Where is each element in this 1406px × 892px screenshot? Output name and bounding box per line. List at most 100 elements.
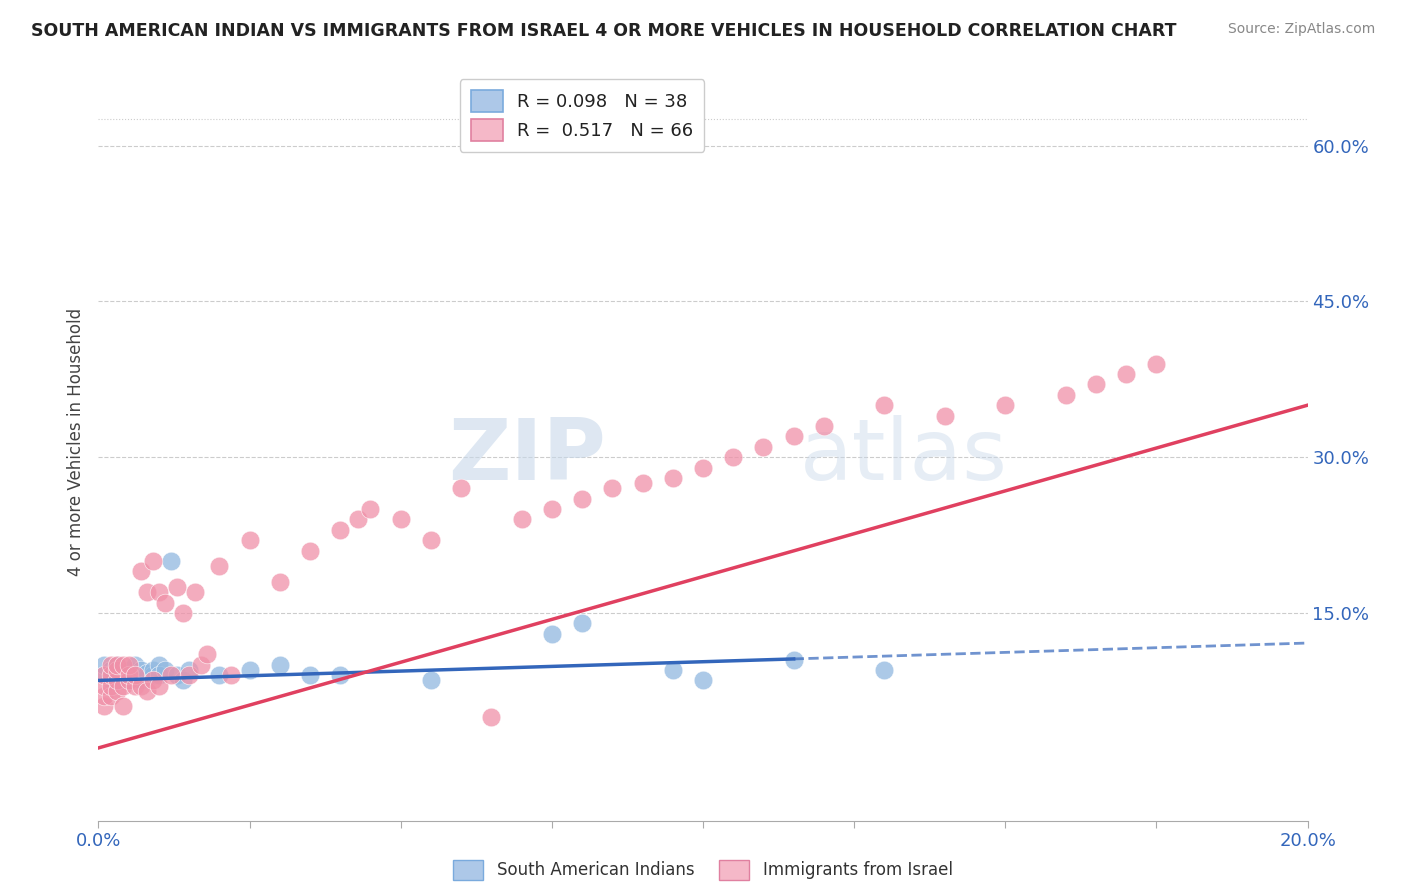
Point: [420, 673, 443, 688]
Point: [124, 668, 146, 682]
Point: [135, 670, 157, 684]
Point: [1115, 367, 1137, 381]
Point: [118, 668, 141, 682]
Point: [100, 657, 122, 672]
Point: [873, 398, 896, 412]
Point: [179, 663, 201, 677]
Point: [602, 481, 624, 495]
Point: [389, 512, 412, 526]
Point: [239, 533, 262, 548]
Point: [239, 663, 262, 677]
Point: [179, 668, 201, 682]
Point: [93, 679, 115, 693]
Y-axis label: 4 or more Vehicles in Household: 4 or more Vehicles in Household: [66, 308, 84, 575]
Point: [631, 476, 654, 491]
Point: [783, 653, 806, 667]
Point: [195, 648, 218, 662]
Point: [723, 450, 745, 464]
Point: [661, 471, 683, 485]
Point: [269, 574, 291, 589]
Text: Source: ZipAtlas.com: Source: ZipAtlas.com: [1227, 22, 1375, 37]
Point: [142, 668, 165, 682]
Point: [111, 668, 134, 682]
Point: [142, 673, 165, 688]
Point: [481, 710, 503, 724]
Point: [105, 668, 128, 682]
Text: ZIP: ZIP: [449, 415, 606, 499]
Point: [93, 668, 115, 682]
Point: [105, 657, 128, 672]
Point: [111, 699, 134, 714]
Point: [153, 595, 176, 609]
Point: [100, 689, 122, 703]
Point: [118, 673, 141, 688]
Point: [813, 419, 835, 434]
Point: [148, 585, 170, 599]
Point: [111, 679, 134, 693]
Point: [221, 668, 243, 682]
Point: [347, 512, 370, 526]
Point: [540, 502, 562, 516]
Point: [934, 409, 956, 423]
Point: [661, 663, 683, 677]
Point: [118, 663, 141, 677]
Point: [100, 679, 122, 693]
Point: [269, 657, 291, 672]
Point: [93, 657, 115, 672]
Point: [692, 460, 714, 475]
Point: [153, 663, 176, 677]
Point: [111, 657, 134, 672]
Point: [160, 668, 183, 682]
Point: [148, 657, 170, 672]
Point: [129, 673, 152, 688]
Text: SOUTH AMERICAN INDIAN VS IMMIGRANTS FROM ISRAEL 4 OR MORE VEHICLES IN HOUSEHOLD : SOUTH AMERICAN INDIAN VS IMMIGRANTS FROM…: [31, 22, 1177, 40]
Point: [360, 502, 382, 516]
Point: [118, 673, 141, 688]
Point: [208, 668, 231, 682]
Point: [135, 683, 157, 698]
Point: [329, 668, 352, 682]
Legend: R = 0.098   N = 38, R =  0.517   N = 66: R = 0.098 N = 38, R = 0.517 N = 66: [460, 79, 704, 152]
Legend: South American Indians, Immigrants from Israel: South American Indians, Immigrants from …: [447, 853, 959, 887]
Point: [105, 673, 128, 688]
Point: [692, 673, 714, 688]
Point: [129, 668, 152, 682]
Point: [172, 606, 194, 620]
Point: [135, 585, 157, 599]
Point: [166, 668, 188, 682]
Point: [299, 543, 322, 558]
Point: [873, 663, 896, 677]
Point: [93, 699, 115, 714]
Point: [124, 657, 146, 672]
Point: [184, 585, 207, 599]
Point: [111, 673, 134, 688]
Point: [420, 533, 443, 548]
Point: [994, 398, 1017, 412]
Point: [540, 626, 562, 640]
Point: [100, 668, 122, 682]
Point: [142, 554, 165, 568]
Point: [124, 668, 146, 682]
Point: [1085, 377, 1108, 392]
Point: [129, 663, 152, 677]
Point: [329, 523, 352, 537]
Point: [118, 657, 141, 672]
Point: [105, 657, 128, 672]
Point: [172, 673, 194, 688]
Point: [100, 673, 122, 688]
Point: [142, 663, 165, 677]
Point: [148, 679, 170, 693]
Point: [166, 580, 188, 594]
Point: [93, 668, 115, 682]
Point: [571, 616, 593, 631]
Point: [1144, 357, 1167, 371]
Point: [93, 689, 115, 703]
Point: [160, 554, 183, 568]
Point: [129, 565, 152, 579]
Point: [752, 440, 775, 454]
Point: [105, 663, 128, 677]
Point: [783, 429, 806, 443]
Point: [100, 663, 122, 677]
Point: [135, 666, 157, 681]
Point: [105, 683, 128, 698]
